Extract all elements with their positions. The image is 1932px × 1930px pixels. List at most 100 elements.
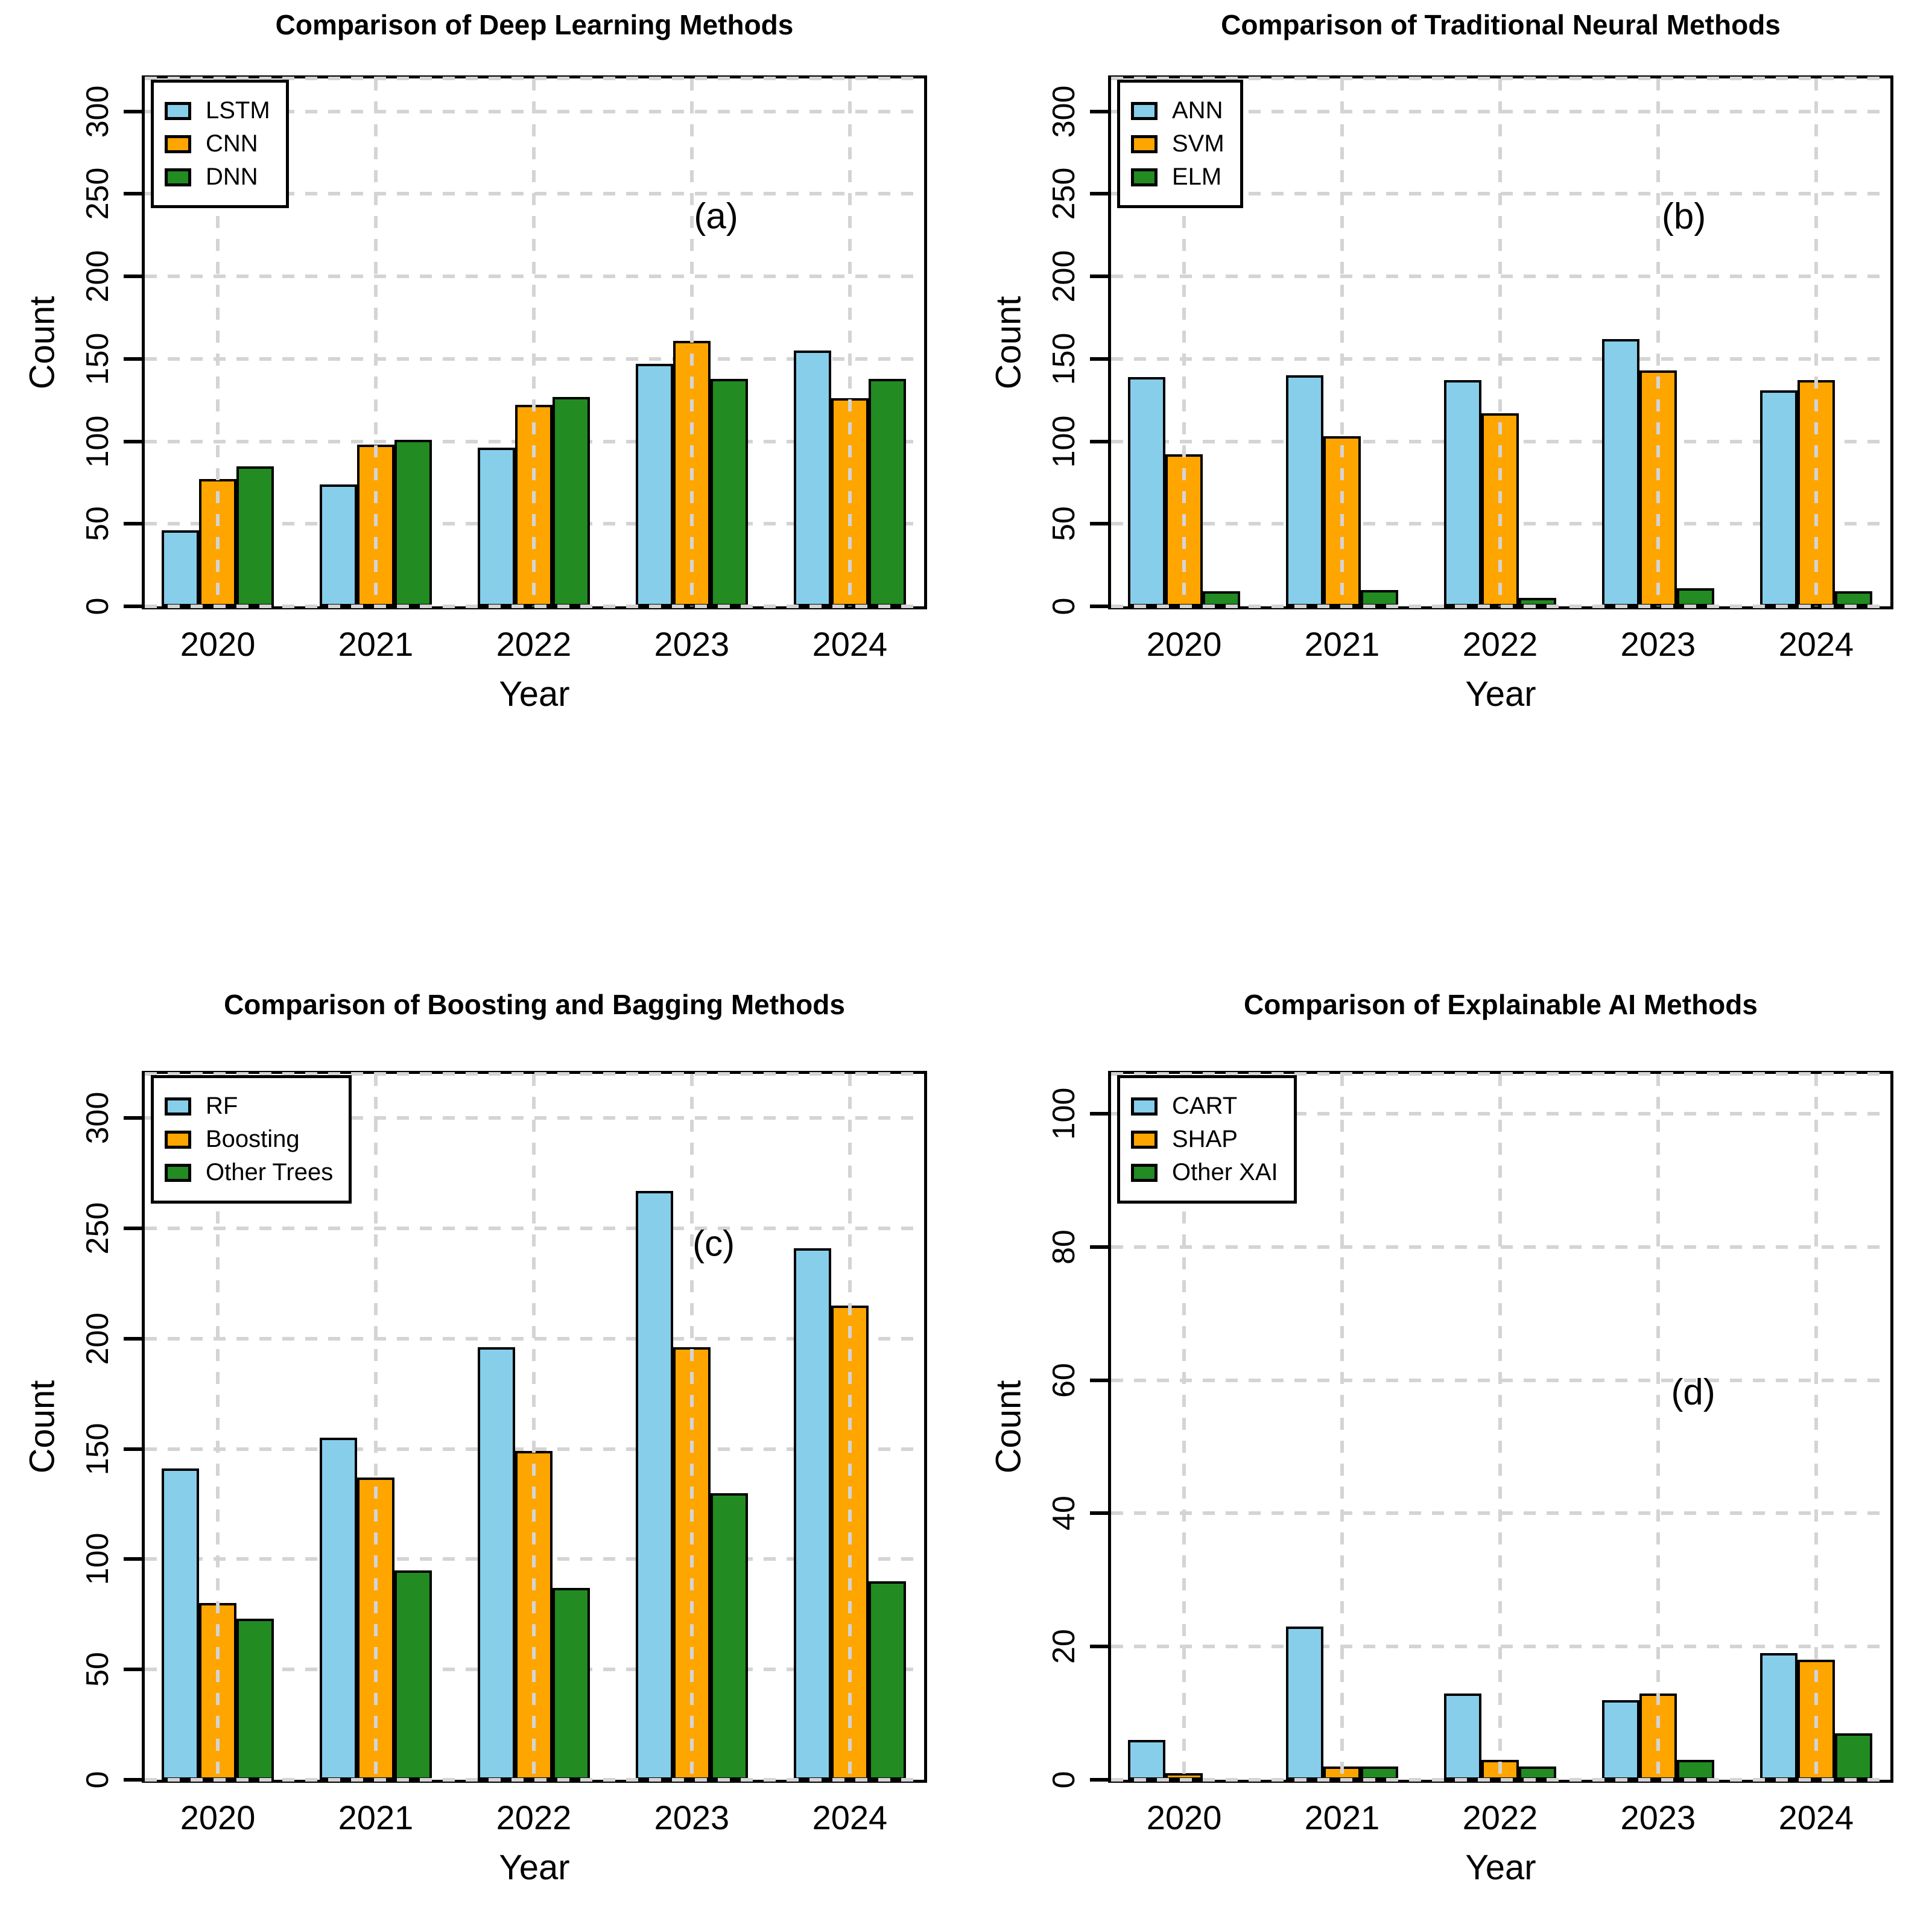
x-gridline [1656, 1074, 1660, 1780]
baseline-dashes [1111, 605, 1890, 608]
x-tick-label: 2024 [1778, 1798, 1854, 1836]
y-tick [1090, 1778, 1108, 1782]
legend: RF Boosting Other Trees [151, 1075, 352, 1204]
bar-other-trees-2020 [236, 1619, 274, 1780]
legend-label: ANN [1172, 97, 1223, 124]
panel-a: Comparison of Deep Learning Methods 0 50 10… [0, 0, 966, 965]
x-gridline [373, 1074, 378, 1780]
legend-swatch-icon [1131, 1163, 1158, 1182]
x-tick-label: 2023 [1620, 1798, 1696, 1836]
bar-lstm-2022 [478, 448, 515, 606]
bar-rf-2021 [320, 1438, 357, 1780]
bar-other-xai-2024 [1835, 1733, 1872, 1780]
y-tick [124, 1116, 142, 1120]
bar-ann-2024 [1760, 390, 1797, 606]
legend-item: ANN [1131, 97, 1224, 124]
x-tick-label: 2022 [1462, 625, 1538, 663]
x-axis-label: Year [1465, 1848, 1536, 1887]
y-tick [1090, 1245, 1108, 1249]
y-tick [1090, 275, 1108, 279]
panel-letter: (d) [1671, 1371, 1715, 1412]
y-tick [124, 1557, 142, 1561]
y-tick-label: 50 [1047, 506, 1082, 542]
bar-rf-2022 [478, 1347, 515, 1780]
bar-cart-2024 [1760, 1653, 1797, 1780]
x-gridline [1182, 78, 1186, 606]
x-gridline [216, 1074, 220, 1780]
y-tick [1090, 357, 1108, 361]
y-tick-label: 150 [1047, 332, 1082, 386]
bar-dnn-2023 [711, 379, 748, 606]
y-tick [124, 1447, 142, 1451]
y-tick-label: 100 [1047, 1087, 1082, 1140]
legend-item: LSTM [165, 97, 270, 124]
x-gridline [531, 1074, 536, 1780]
legend-item: SHAP [1131, 1126, 1278, 1153]
y-tick-label: 250 [1047, 168, 1082, 220]
y-axis-label: Count [22, 1380, 62, 1474]
y-tick-label: 80 [1047, 1230, 1082, 1265]
legend-label: SHAP [1172, 1126, 1238, 1152]
y-tick-label: 200 [80, 250, 115, 303]
x-tick-label: 2023 [654, 625, 730, 663]
x-gridline [1340, 1074, 1344, 1780]
baseline-dashes [145, 605, 924, 608]
legend-label: ELM [1172, 163, 1222, 190]
chart-title: Comparison of Deep Learning Methods [275, 9, 794, 40]
panel-letter: (b) [1661, 195, 1706, 236]
x-gridline [1182, 1074, 1186, 1780]
baseline-dashes [1111, 1778, 1890, 1782]
x-gridline [531, 78, 536, 606]
x-tick-label: 2022 [1462, 1798, 1538, 1836]
chart-title: Comparison of Traditional Neural Methods [1221, 9, 1781, 40]
x-gridline [1498, 78, 1502, 606]
bar-dnn-2021 [394, 440, 432, 606]
bar-ann-2020 [1128, 377, 1165, 606]
bar-dnn-2020 [236, 466, 274, 606]
y-tick [1090, 192, 1108, 196]
chart-title: Comparison of Explainable AI Methods [1244, 989, 1758, 1020]
y-tick [1090, 1378, 1108, 1382]
y-tick [124, 1226, 142, 1230]
legend-swatch-icon [1131, 135, 1158, 153]
panel-c: Comparison of Boosting and Bagging Metho… [0, 965, 966, 1930]
bar-elm-2023 [1677, 588, 1714, 606]
bar-other-trees-2021 [394, 1570, 432, 1780]
x-gridline [1498, 1074, 1502, 1780]
y-tick [1090, 522, 1108, 526]
legend-swatch-icon [1131, 101, 1158, 120]
x-gridline [689, 1074, 694, 1780]
legend: CART SHAP Other XAI [1117, 1075, 1297, 1204]
y-tick-label: 100 [80, 415, 115, 468]
y-tick-label: 0 [1047, 597, 1082, 615]
bar-dnn-2024 [869, 379, 906, 606]
x-gridline [1656, 78, 1660, 606]
x-tick-label: 2022 [496, 625, 572, 663]
y-tick-label: 100 [1047, 415, 1082, 468]
legend-item: CNN [165, 130, 270, 157]
legend-item: Boosting [165, 1126, 333, 1153]
y-tick [124, 1668, 142, 1672]
legend-label: Boosting [206, 1126, 300, 1152]
legend-item: RF [165, 1093, 333, 1120]
y-tick-label: 300 [80, 85, 115, 138]
legend-label: LSTM [206, 97, 270, 124]
y-axis-label: Count [989, 1380, 1028, 1474]
legend-item: Other Trees [165, 1159, 333, 1186]
bar-lstm-2021 [320, 484, 357, 606]
x-tick-label: 2024 [812, 625, 888, 663]
legend-swatch-icon [165, 101, 191, 120]
bar-lstm-2020 [162, 530, 199, 606]
y-tick-label: 40 [1047, 1496, 1082, 1531]
x-gridline [373, 78, 378, 606]
panel-letter: (a) [694, 195, 738, 236]
legend: LSTM CNN DNN [151, 80, 289, 208]
legend: ANN SVM ELM [1117, 80, 1243, 208]
baseline-dashes [145, 1778, 924, 1782]
legend-swatch-icon [165, 1130, 191, 1149]
y-tick [124, 192, 142, 196]
bar-cart-2023 [1602, 1700, 1639, 1780]
x-tick-label: 2020 [1146, 1798, 1222, 1836]
legend-label: CART [1172, 1093, 1238, 1119]
